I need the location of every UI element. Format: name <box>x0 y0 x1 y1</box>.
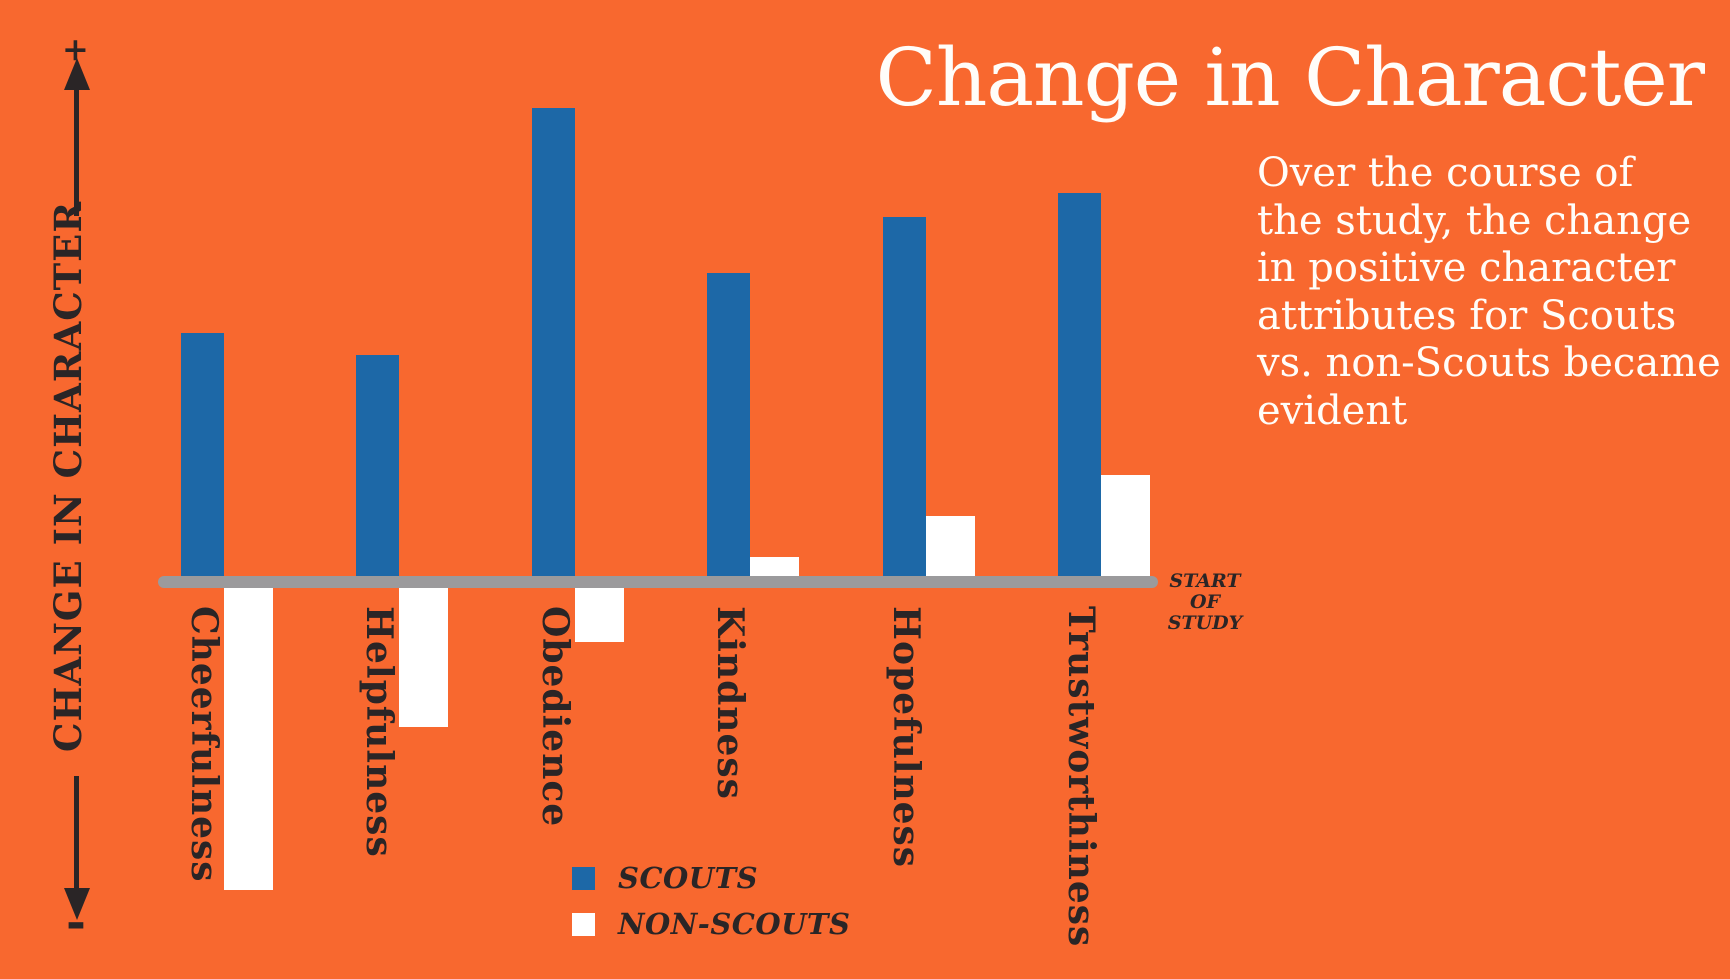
category-label-cheerfulness: Cheerfulness <box>183 606 225 883</box>
baseline <box>158 576 1158 588</box>
bar-nonscouts-kindness <box>750 557 799 576</box>
bar-nonscouts-cheerfulness <box>224 588 273 890</box>
category-label-hopefulness: Hopefulness <box>885 606 927 869</box>
legend-swatch-scouts <box>572 866 595 890</box>
legend-swatch-nonscouts <box>572 912 595 936</box>
category-label-trustworthiness: Trustworthiness <box>1060 606 1102 948</box>
text-line: STUDY <box>1167 612 1243 634</box>
bar-scouts-trustworthiness <box>1058 193 1101 576</box>
text-line: the study, the change <box>1257 197 1692 244</box>
bar-scouts-obedience <box>532 108 575 576</box>
legend-label-scouts: SCOUTS <box>618 861 759 895</box>
legend-row-scouts: SCOUTS <box>572 861 850 895</box>
description: Over the course of the study, the change i… <box>1257 150 1721 435</box>
legend-row-nonscouts: NON-SCOUTS <box>572 907 850 941</box>
bar-nonscouts-helpfulness <box>399 588 448 727</box>
text-line: START <box>1169 570 1241 592</box>
page-title: Change in Character <box>875 31 1705 124</box>
text-line: attributes for Scouts <box>1257 292 1677 339</box>
text-line: vs. non-Scouts became <box>1257 340 1721 386</box>
up-arrow-shaft <box>74 84 79 216</box>
category-label-helpfulness: Helpfulness <box>358 606 400 858</box>
text-line: evident <box>1257 387 1408 434</box>
category-label-obedience: Obedience <box>534 606 576 828</box>
bar-nonscouts-hopefulness <box>926 516 975 576</box>
bar-scouts-kindness <box>707 273 750 576</box>
start-of-study-label: START OF STUDY <box>1160 571 1250 634</box>
text-line: Over the course of <box>1257 150 1634 196</box>
legend: SCOUTS NON-SCOUTS <box>572 861 850 953</box>
down-arrow-shaft <box>74 776 79 896</box>
text-line: in positive character <box>1257 245 1676 291</box>
bar-nonscouts-obedience <box>575 588 624 642</box>
bar-nonscouts-trustworthiness <box>1101 475 1150 576</box>
bar-scouts-hopefulness <box>883 217 926 576</box>
down-arrow-icon <box>64 888 90 920</box>
axis-minus-sign: - <box>66 894 86 950</box>
legend-label-nonscouts: NON-SCOUTS <box>618 907 851 941</box>
bar-scouts-helpfulness <box>356 355 399 576</box>
category-label-kindness: Kindness <box>709 606 751 800</box>
text-line: OF <box>1189 591 1221 613</box>
bar-scouts-cheerfulness <box>181 333 224 576</box>
